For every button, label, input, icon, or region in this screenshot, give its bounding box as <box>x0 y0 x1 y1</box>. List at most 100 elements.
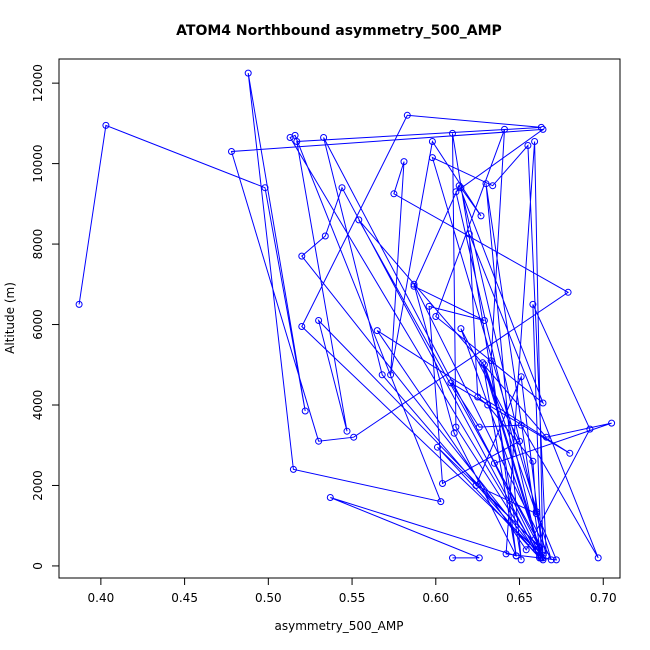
data-point <box>228 148 235 155</box>
data-point <box>501 125 508 133</box>
data-point <box>522 546 530 554</box>
data-point <box>537 123 545 131</box>
data-point <box>410 282 418 290</box>
data-point <box>378 371 386 379</box>
data-point <box>517 373 525 381</box>
data-point <box>301 407 309 415</box>
data-point <box>477 212 485 220</box>
y-tick-label: 0 <box>31 562 45 570</box>
y-tick-label: 4000 <box>31 390 45 421</box>
data-point <box>449 129 456 137</box>
data-point <box>350 433 358 441</box>
x-tick-label: 0.70 <box>590 591 617 605</box>
data-point <box>536 552 544 560</box>
data-point <box>482 180 490 188</box>
x-tick-label: 0.40 <box>88 591 115 605</box>
data-point <box>387 371 395 379</box>
data-point <box>472 482 480 489</box>
data-point <box>475 423 483 431</box>
data-point <box>293 138 301 145</box>
data-point <box>586 425 594 433</box>
data-point <box>529 457 537 465</box>
data-point <box>437 498 445 506</box>
data-point <box>425 302 433 310</box>
data-point <box>428 154 436 162</box>
data-point <box>542 433 550 441</box>
data-point <box>529 300 537 308</box>
data-point <box>532 510 540 518</box>
y-tick-label: 8000 <box>31 229 45 260</box>
data-point <box>315 317 323 324</box>
data-point <box>403 111 411 119</box>
data-point <box>321 232 329 240</box>
data-point <box>400 158 408 166</box>
data-point <box>594 554 602 562</box>
chart-title: ATOM4 Northbound asymmetry_500_AMP <box>176 23 502 39</box>
data-point <box>475 554 483 562</box>
data-point <box>432 313 440 320</box>
data-point <box>524 142 532 149</box>
data-point <box>608 419 616 427</box>
data-point <box>434 443 441 451</box>
data-point <box>474 393 482 401</box>
data-point <box>390 190 398 198</box>
data-point <box>326 494 334 501</box>
data-point <box>102 121 110 129</box>
data-point <box>531 138 539 145</box>
x-axis-label: asymmetry_500_AMP <box>275 619 404 633</box>
data-point <box>450 429 458 437</box>
data-point <box>320 134 328 141</box>
data-point <box>552 556 560 564</box>
data-point <box>480 361 488 369</box>
x-tick-label: 0.65 <box>506 591 533 605</box>
data-point <box>289 465 297 473</box>
x-axis: 0.40 0.45 0.50 0.55 0.60 0.65 0.70 <box>88 577 617 605</box>
data-point <box>479 359 487 367</box>
data-point <box>537 554 545 562</box>
x-tick-label: 0.55 <box>339 591 366 605</box>
data-layer <box>75 69 616 564</box>
data-point <box>539 546 547 554</box>
data-point <box>536 544 544 552</box>
data-point <box>244 69 252 77</box>
series-line <box>78 73 612 561</box>
data-point <box>517 556 525 564</box>
data-point <box>410 280 418 288</box>
data-point <box>452 423 460 431</box>
data-point <box>487 357 495 365</box>
data-point <box>439 480 446 487</box>
data-point <box>516 437 523 445</box>
y-axis-label: Altitude (m) <box>3 282 17 354</box>
y-tick-label: 12000 <box>31 64 45 102</box>
data-point <box>502 550 510 558</box>
data-point <box>455 182 463 190</box>
data-point <box>457 184 465 192</box>
data-point <box>566 449 574 457</box>
data-point <box>343 427 351 435</box>
data-point <box>286 134 294 141</box>
y-axis: 0 2000 4000 6000 8000 10000 12000 <box>31 64 60 570</box>
data-point <box>315 437 323 445</box>
data-point <box>490 459 498 467</box>
data-point <box>532 508 540 516</box>
data-point <box>428 138 436 145</box>
data-point <box>539 399 547 407</box>
data-point <box>489 182 497 190</box>
y-tick-label: 6000 <box>31 309 45 340</box>
data-point <box>75 300 83 308</box>
data-point <box>517 421 525 429</box>
data-point <box>457 325 465 333</box>
data-point <box>512 552 520 560</box>
data-point <box>338 184 346 192</box>
data-point <box>564 288 572 296</box>
x-tick-label: 0.45 <box>171 591 198 605</box>
y-tick-label: 2000 <box>31 470 45 501</box>
data-point <box>484 401 492 409</box>
data-point <box>547 556 555 564</box>
x-tick-label: 0.50 <box>255 591 282 605</box>
data-point <box>355 216 363 224</box>
data-point <box>449 554 456 562</box>
data-point <box>539 556 547 564</box>
x-tick-label: 0.60 <box>422 591 449 605</box>
